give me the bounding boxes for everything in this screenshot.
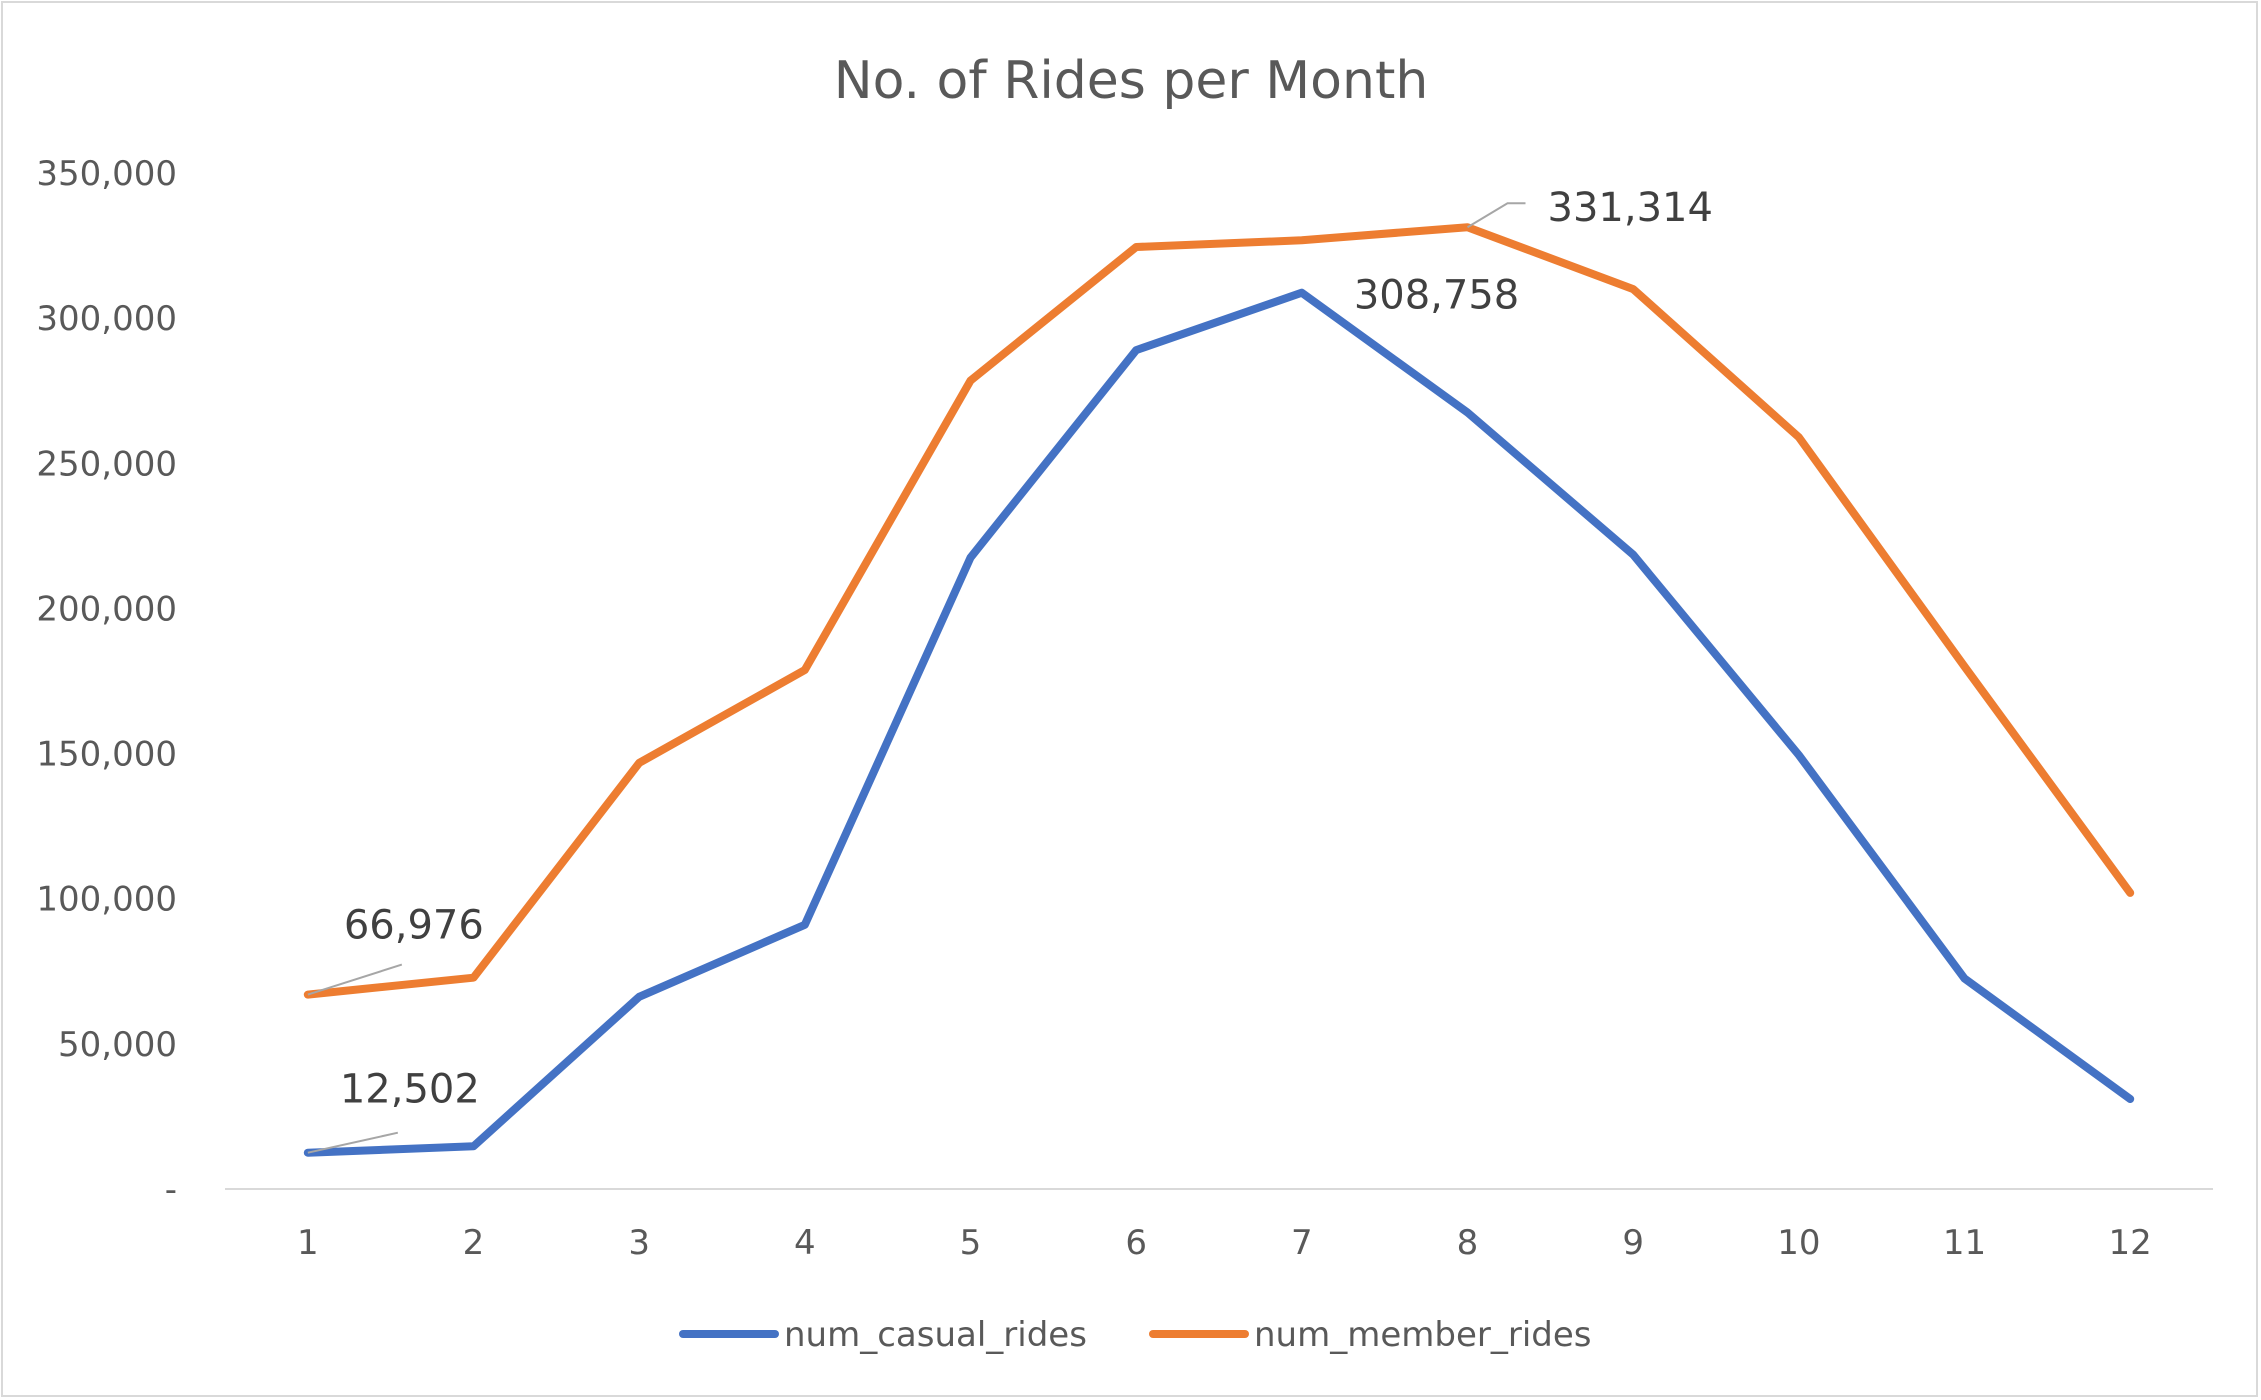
legend-label: num_casual_rides — [784, 1315, 1087, 1355]
data-label: 66,976 — [344, 903, 484, 949]
legend: num_casual_rides num_member_rides — [679, 1315, 1592, 1355]
y-tick-label: 300,000 — [36, 299, 177, 339]
line-chart: No. of Rides per Month - 50,000 100,000 150… — [36, 51, 2213, 1355]
legend-label: num_member_rides — [1254, 1315, 1592, 1355]
x-tick-label: 11 — [1943, 1223, 1986, 1263]
y-tick-label: 250,000 — [36, 444, 177, 484]
x-tick-label: 5 — [960, 1223, 982, 1263]
x-axis-labels: 1 2 3 4 5 6 7 8 9 10 11 12 — [297, 1223, 2152, 1263]
series-lines — [303, 223, 2135, 1157]
x-tick-label: 6 — [1125, 1223, 1147, 1263]
series-line-num-member-rides — [303, 223, 2135, 999]
x-tick-label: 2 — [463, 1223, 485, 1263]
data-label-leader — [307, 1131, 399, 1154]
y-tick-label: - — [165, 1170, 177, 1210]
chart-title: No. of Rides per Month — [834, 51, 1429, 111]
y-tick-label: 200,000 — [36, 589, 177, 629]
data-labels: 12,502 308,758 66,976 331,314 — [307, 185, 1713, 1154]
data-label: 12,502 — [340, 1067, 480, 1113]
x-tick-label: 4 — [794, 1223, 816, 1263]
x-tick-label: 12 — [2109, 1223, 2152, 1263]
x-tick-label: 10 — [1777, 1223, 1820, 1263]
series-line-num-casual-rides — [303, 288, 2135, 1157]
x-tick-label: 9 — [1622, 1223, 1644, 1263]
x-tick-label: 7 — [1291, 1223, 1313, 1263]
y-tick-label: 50,000 — [58, 1025, 177, 1065]
x-tick-label: 8 — [1457, 1223, 1479, 1263]
data-label: 331,314 — [1548, 185, 1713, 231]
y-tick-label: 350,000 — [36, 154, 177, 194]
data-label-leader — [307, 963, 403, 996]
data-label: 308,758 — [1354, 273, 1519, 319]
y-tick-label: 100,000 — [36, 880, 177, 920]
x-tick-label: 3 — [628, 1223, 650, 1263]
x-tick-label: 1 — [297, 1223, 319, 1263]
y-axis-labels: - 50,000 100,000 150,000 200,000 250,000 300,0… — [36, 154, 177, 1210]
y-tick-label: 150,000 — [36, 735, 177, 775]
data-label-leader — [1466, 202, 1526, 229]
